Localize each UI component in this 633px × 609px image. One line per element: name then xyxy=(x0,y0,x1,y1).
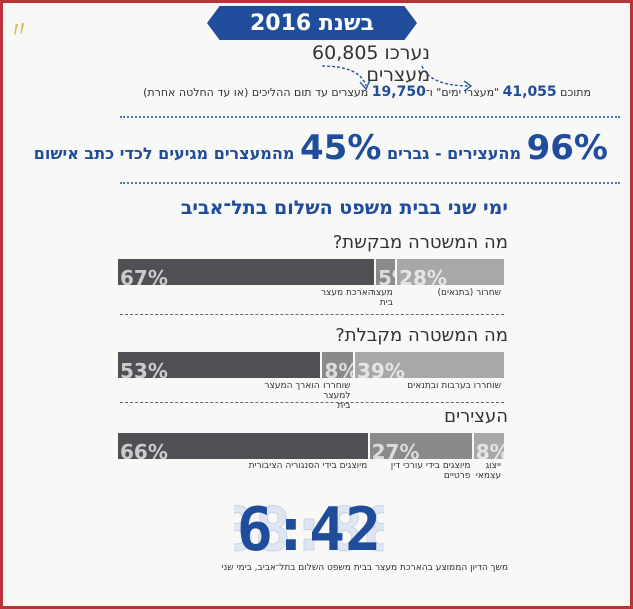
bar-segment: 8% xyxy=(471,433,504,459)
bar-detainees: 8% 27% 66% xyxy=(118,433,504,459)
paper-card xyxy=(6,8,624,602)
question-police-request: מה המשטרה מבקשת? xyxy=(332,232,508,253)
bar-labels: ייצוג עצמאי מיוצגים בידי עורכי דין פרטיי… xyxy=(118,461,504,491)
section-title: ימי שני בבית משפט השלום בתל־אביב xyxy=(180,197,508,219)
indictment-percentage: 45% xyxy=(300,128,382,168)
dotted-divider xyxy=(120,116,620,118)
segment-label: שחרור (בתנאים) xyxy=(437,288,501,298)
bar-labels: שוחררו בערבות ובתנאים שוחררו למעצר בית ה… xyxy=(118,381,504,411)
segment-label: מיוצגים בידי הסנגוריה הציבורית xyxy=(248,461,368,471)
bar-police-request: 28% 5% 67% xyxy=(118,259,504,285)
clock-time: 6:42 xyxy=(237,500,382,556)
dashed-divider xyxy=(120,402,504,403)
bar-police-result: 39% 8% 53% xyxy=(117,352,504,378)
arrow-left-icon xyxy=(321,65,371,91)
year-banner: בשנת 2016 xyxy=(207,6,417,40)
segment-label: שוחררו למעצר בית xyxy=(323,381,351,411)
headline-stats: 96% מהעצירים - גברים 45% מהמעצרים מגיעים… xyxy=(33,128,608,168)
segment-label: הארכת מעצר xyxy=(320,288,374,298)
men-percentage: 96% xyxy=(526,128,608,168)
bar-segment: 27% xyxy=(367,433,472,459)
bar-segment: 67% xyxy=(118,259,374,285)
clock-caption: משך הדיון הממוצע בהארכת מעצר בבית משפט ה… xyxy=(221,563,508,573)
segment-label: מעצר בית xyxy=(370,288,393,308)
year-label: בשנת 2016 xyxy=(250,10,374,36)
digital-clock-icon: 88:88 6:42 xyxy=(234,500,384,556)
question-detainees: העצירים xyxy=(444,406,508,427)
bar-segment: 66% xyxy=(118,433,368,459)
bar-segment: 28% xyxy=(395,259,504,285)
question-police-result: מה המשטרה מקבלת? xyxy=(335,325,508,346)
dotted-divider xyxy=(120,182,620,184)
bar-segment: 8% xyxy=(320,352,354,378)
segment-label: ייצוג עצמאי xyxy=(475,461,501,481)
arrests-breakdown: מתוכם 41,055 "מעצרי ימים" ו־19,750 מעצרי… xyxy=(143,84,591,100)
bar-segment: 39% xyxy=(353,352,504,378)
segment-label: הוארך המעצר xyxy=(264,381,320,391)
bar-labels: שחרור (בתנאים) מעצר בית הארכת מעצר xyxy=(118,288,504,318)
arrests-total: נערכו 60,805 מעצרים xyxy=(312,42,430,86)
arrow-right-icon xyxy=(421,65,473,92)
svg-text:88:88: 88:88 xyxy=(234,500,384,556)
bar-segment: 5% xyxy=(373,259,396,285)
bar-segment: 53% xyxy=(117,352,321,378)
segment-label: שוחררו בערבות ובתנאים xyxy=(407,381,501,391)
segment-label: מיוצגים בידי עורכי דין פרטיים xyxy=(390,461,471,481)
dashed-divider xyxy=(120,314,504,315)
